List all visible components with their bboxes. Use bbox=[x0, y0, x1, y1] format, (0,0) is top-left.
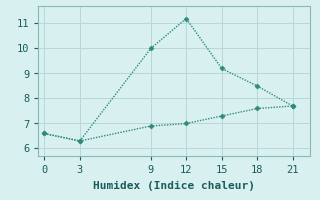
X-axis label: Humidex (Indice chaleur): Humidex (Indice chaleur) bbox=[93, 181, 255, 191]
